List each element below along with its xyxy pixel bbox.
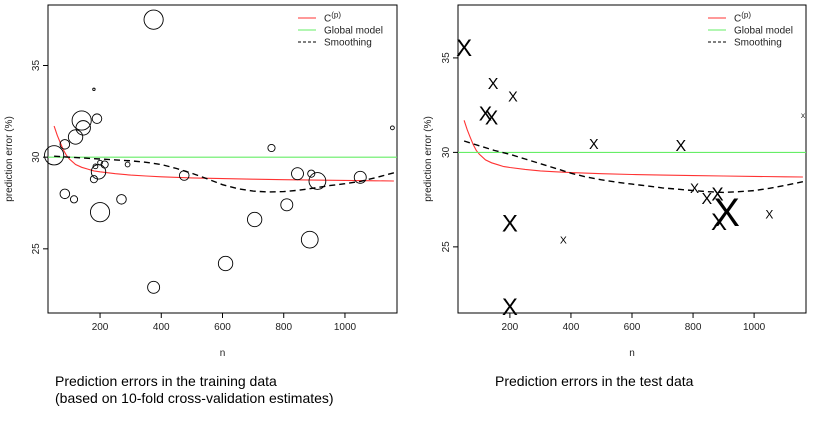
- plot-frame: [47, 4, 398, 314]
- x-tick-label: 800: [685, 322, 702, 333]
- x-tick-label: 600: [624, 322, 641, 333]
- data-point-circle: [390, 125, 395, 131]
- data-point-circle: [59, 188, 71, 200]
- training-errors-chart: 200 400 600 800 1000 25 30 35 n prediction error …: [4, 4, 398, 359]
- data-point-circle: [100, 160, 109, 169]
- x-tick-label: 800: [275, 322, 292, 333]
- data-point-circle: [75, 120, 91, 136]
- x-tick-label: 400: [153, 322, 170, 333]
- data-point-x: X: [479, 104, 492, 126]
- y-tick-label: 35: [441, 52, 452, 64]
- data-point-x: X: [690, 181, 699, 196]
- data-point-circle: [124, 161, 131, 168]
- data-point-circle: [71, 110, 92, 131]
- test-errors-chart: 200 400 600 800 1000 25 30 35 n prediction error …: [423, 4, 807, 359]
- legend-label: Global model: [734, 26, 793, 37]
- data-point-circle: [308, 172, 327, 190]
- data-point-circle: [91, 113, 103, 124]
- cp-curve-line: [53, 125, 394, 182]
- data-point-x: X: [701, 191, 712, 208]
- data-point-x: X: [711, 183, 723, 204]
- cp-curve-line: [463, 120, 803, 178]
- smoothing-line: [54, 155, 395, 193]
- smoothing-line: [463, 140, 804, 194]
- data-point-circle: [116, 194, 127, 205]
- x-tick-label: 1000: [334, 322, 357, 333]
- x-axis-title: n: [220, 348, 226, 359]
- y-axis-title: prediction error (%): [423, 116, 434, 202]
- x-axis-title: n: [629, 348, 635, 359]
- data-point-x: X: [589, 137, 599, 153]
- data-point-circle: [59, 139, 71, 150]
- x-tick-label: 400: [563, 322, 580, 333]
- data-point-circle: [97, 159, 103, 166]
- data-point-x: X: [711, 209, 727, 236]
- data-point-x: X: [560, 236, 567, 247]
- legend-label: Global model: [324, 26, 383, 37]
- y-tick-label: 25: [31, 243, 42, 255]
- data-point-circle: [92, 87, 96, 91]
- data-point-circle: [246, 211, 263, 228]
- legend-label: C(p): [734, 11, 751, 25]
- data-point-x: X: [508, 90, 518, 106]
- data-point-x: X: [456, 35, 472, 62]
- data-point-x: X: [765, 208, 773, 222]
- data-point-x: X: [502, 211, 518, 238]
- training-caption-line2: (based on 10-fold cross-validation estim…: [55, 390, 334, 406]
- data-point-circle: [67, 129, 84, 145]
- data-point-x: X: [801, 113, 806, 120]
- training-caption-line1: Prediction errors in the training data: [55, 373, 277, 389]
- data-point-circle: [291, 167, 304, 181]
- data-point-circle: [69, 195, 79, 204]
- data-point-circle: [217, 255, 234, 272]
- data-point-circle: [267, 143, 276, 153]
- y-tick-label: 25: [441, 241, 452, 253]
- data-point-circle: [178, 170, 190, 181]
- data-point-x: X: [713, 191, 740, 235]
- data-point-x: X: [676, 138, 687, 155]
- legend-superscript: (p): [331, 11, 341, 20]
- x-tick-label: 600: [214, 322, 231, 333]
- y-tick-label: 30: [31, 151, 42, 163]
- data-point-circle: [44, 145, 65, 166]
- x-tick-label: 200: [502, 322, 519, 333]
- y-tick-label: 30: [441, 146, 452, 158]
- legend-label: Smoothing: [734, 38, 782, 49]
- training-caption: Prediction errors in the training data (…: [55, 373, 334, 407]
- data-point-x: X: [488, 76, 499, 93]
- legend-label: C(p): [324, 11, 341, 25]
- x-tick-label: 200: [92, 322, 109, 333]
- data-point-circle: [307, 169, 316, 178]
- data-point-circle: [300, 230, 319, 249]
- data-point-circle: [92, 163, 99, 170]
- data-point-x: X: [502, 294, 518, 321]
- data-point-x: X: [485, 107, 498, 129]
- y-tick-label: 35: [31, 60, 42, 72]
- legend-superscript: (p): [741, 11, 751, 20]
- data-point-circle: [89, 202, 111, 223]
- data-point-circle: [353, 170, 367, 184]
- data-point-circle: [280, 198, 294, 212]
- plot-frame: [457, 4, 807, 314]
- legend-label: Smoothing: [324, 38, 372, 49]
- x-tick-label: 1000: [743, 322, 766, 333]
- test-caption: Prediction errors in the test data: [495, 373, 694, 389]
- y-axis-title: prediction error (%): [4, 116, 15, 202]
- data-point-circle: [143, 9, 164, 30]
- data-point-circle: [147, 280, 161, 294]
